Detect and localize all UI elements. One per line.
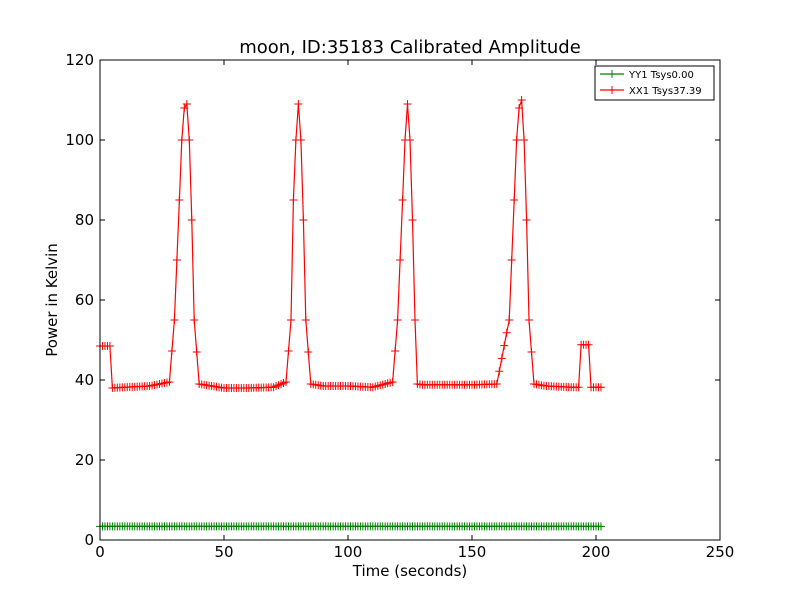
series-0 [96, 522, 605, 531]
y-tick-label: 80 [75, 211, 94, 229]
data-point-marker [495, 367, 504, 376]
legend-swatch-marker [608, 86, 616, 94]
data-point-marker [105, 342, 114, 350]
data-point-marker [584, 340, 593, 349]
x-axis: 0 50 100 150 200 250 [95, 60, 734, 561]
data-point-marker [177, 136, 186, 144]
y-tick-label: 0 [84, 531, 94, 549]
data-point-marker [510, 196, 519, 204]
data-point-marker [520, 136, 529, 144]
data-point-marker [185, 136, 194, 144]
data-point-marker [294, 100, 303, 108]
data-point-marker [301, 316, 310, 324]
data-point-marker [299, 216, 308, 224]
data-point-marker [525, 316, 534, 324]
data-point-marker [500, 341, 509, 350]
x-tick-label: 150 [458, 543, 487, 561]
data-point-marker [596, 383, 605, 392]
data-point-marker [527, 348, 536, 356]
x-axis-label: Time (seconds) [352, 562, 468, 580]
legend-label: YY1 Tsys0.00 [628, 70, 694, 81]
legend: YY1 Tsys0.00 XX1 Tsys37.39 [594, 65, 715, 101]
x-tick-label: 250 [706, 543, 735, 561]
data-point-marker [182, 100, 191, 108]
data-point-marker [502, 328, 511, 337]
x-tick-label: 50 [214, 543, 233, 561]
plot-area [96, 59, 721, 541]
data-point-marker [170, 316, 179, 324]
legend-label: XX1 Tsys37.39 [629, 86, 702, 97]
chart-title: moon, ID:35183 Calibrated Amplitude [239, 37, 581, 58]
y-axis: 0 20 40 60 80 100 120 [65, 51, 720, 549]
data-point-marker [304, 348, 313, 356]
series-1 [96, 96, 605, 392]
x-tick-label: 200 [582, 543, 611, 561]
x-tick-label: 0 [95, 543, 105, 561]
data-point-marker [289, 196, 298, 204]
data-point-marker [165, 378, 174, 386]
data-point-marker [517, 96, 526, 104]
data-point-marker [410, 316, 419, 324]
data-point-marker [596, 522, 605, 531]
data-point-marker [507, 256, 516, 264]
data-point-marker [574, 383, 583, 392]
data-point-marker [167, 347, 176, 355]
x-tick-label: 100 [334, 543, 363, 561]
data-point-marker [393, 316, 402, 324]
data-point-marker [190, 316, 199, 324]
y-tick-label: 100 [65, 131, 94, 149]
legend-swatch-marker [608, 70, 616, 78]
data-point-marker [512, 136, 521, 144]
data-point-marker [286, 316, 295, 324]
data-point-marker [403, 100, 412, 108]
data-point-marker [515, 104, 524, 112]
y-tick-label: 120 [65, 51, 94, 69]
data-point-marker [284, 347, 293, 355]
y-tick-label: 20 [75, 451, 94, 469]
y-axis-label: Power in Kelvin [43, 243, 61, 357]
data-point-marker [172, 256, 181, 264]
data-point-marker [497, 354, 506, 363]
data-point-marker [187, 216, 196, 224]
data-point-marker [406, 136, 414, 144]
data-point-marker [175, 196, 184, 204]
y-tick-label: 40 [75, 371, 94, 389]
data-point-marker [282, 378, 290, 386]
series-layer [96, 96, 605, 531]
data-point-marker [522, 216, 531, 224]
y-tick-label: 60 [75, 291, 94, 309]
legend-box [594, 65, 715, 101]
data-point-marker [296, 136, 305, 144]
data-point-marker [398, 196, 407, 204]
data-point-marker [396, 256, 405, 264]
data-point-marker [388, 378, 397, 386]
data-point-marker [505, 316, 514, 324]
data-point-marker [492, 380, 501, 388]
data-point-marker [192, 348, 201, 356]
data-point-marker [391, 347, 400, 355]
data-point-marker [408, 216, 417, 224]
